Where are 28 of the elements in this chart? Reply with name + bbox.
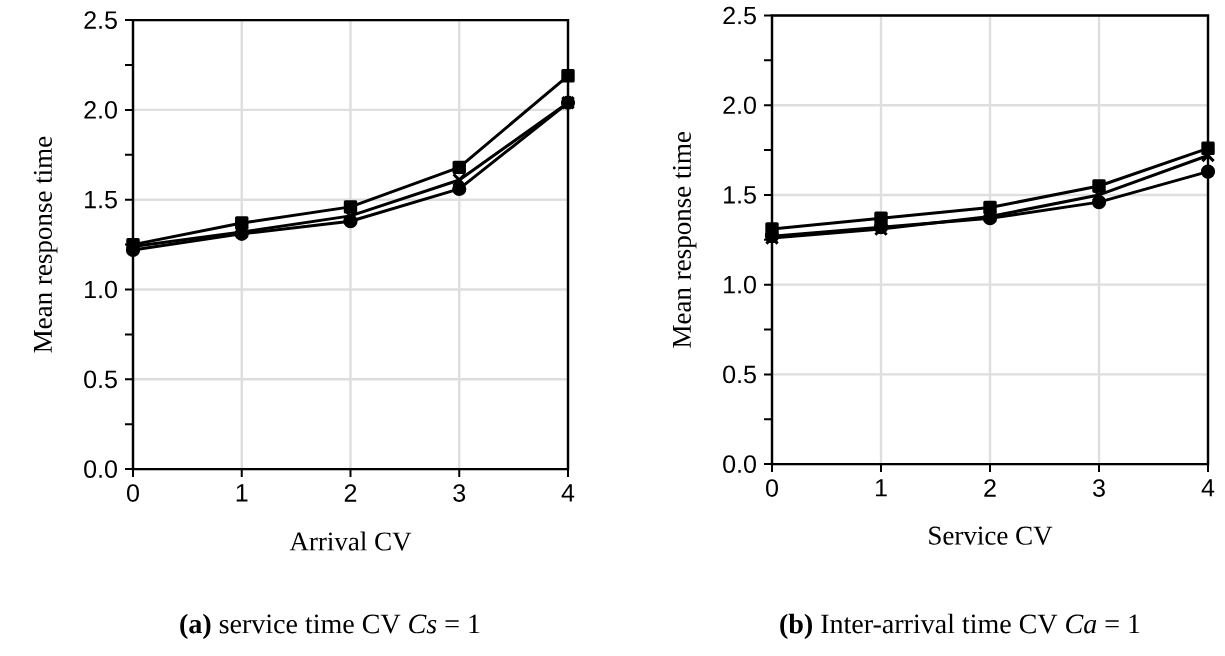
y-tick-label: 0.0	[84, 460, 117, 478]
y-tick-label: 1.5	[724, 186, 756, 204]
y-tick-label: 0.0	[723, 455, 756, 473]
y-axis-title: Mean response time	[33, 136, 58, 353]
y-axis-title: Mean response time	[672, 131, 697, 348]
x-tick-label: 4	[561, 484, 575, 502]
x-tick-label: 3	[1093, 479, 1105, 497]
y-tick-label: 0.5	[723, 365, 756, 384]
text: (b) Inter-arrival time CV Ca = 1	[780, 613, 1140, 640]
x-axis-title: Service CV	[929, 526, 1053, 545]
x-tick-label: 4	[1201, 479, 1215, 497]
x-tick-label: 3	[453, 484, 466, 502]
text: (a) service time CV Cs = 1	[180, 613, 480, 640]
x-axis-title: Arrival CV	[289, 531, 412, 551]
x-tick-label: 1	[236, 484, 248, 502]
y-tick-label: 1.0	[85, 280, 117, 299]
y-tick-label: 1.5	[85, 190, 117, 209]
y-tick-label: 2.0	[84, 101, 117, 119]
x-tick-label: 0	[127, 484, 139, 502]
x-tick-label: 1	[875, 479, 887, 497]
x-tick-label: 2	[984, 479, 996, 497]
x-tick-label: 2	[344, 484, 357, 502]
y-tick-label: 2.0	[723, 96, 756, 115]
x-tick-label: 0	[766, 479, 778, 497]
y-tick-label: 0.5	[84, 370, 117, 389]
y-tick-label: 1.0	[724, 275, 756, 294]
y-tick-label: 2.5	[84, 11, 117, 29]
y-tick-label: 2.5	[723, 6, 756, 25]
